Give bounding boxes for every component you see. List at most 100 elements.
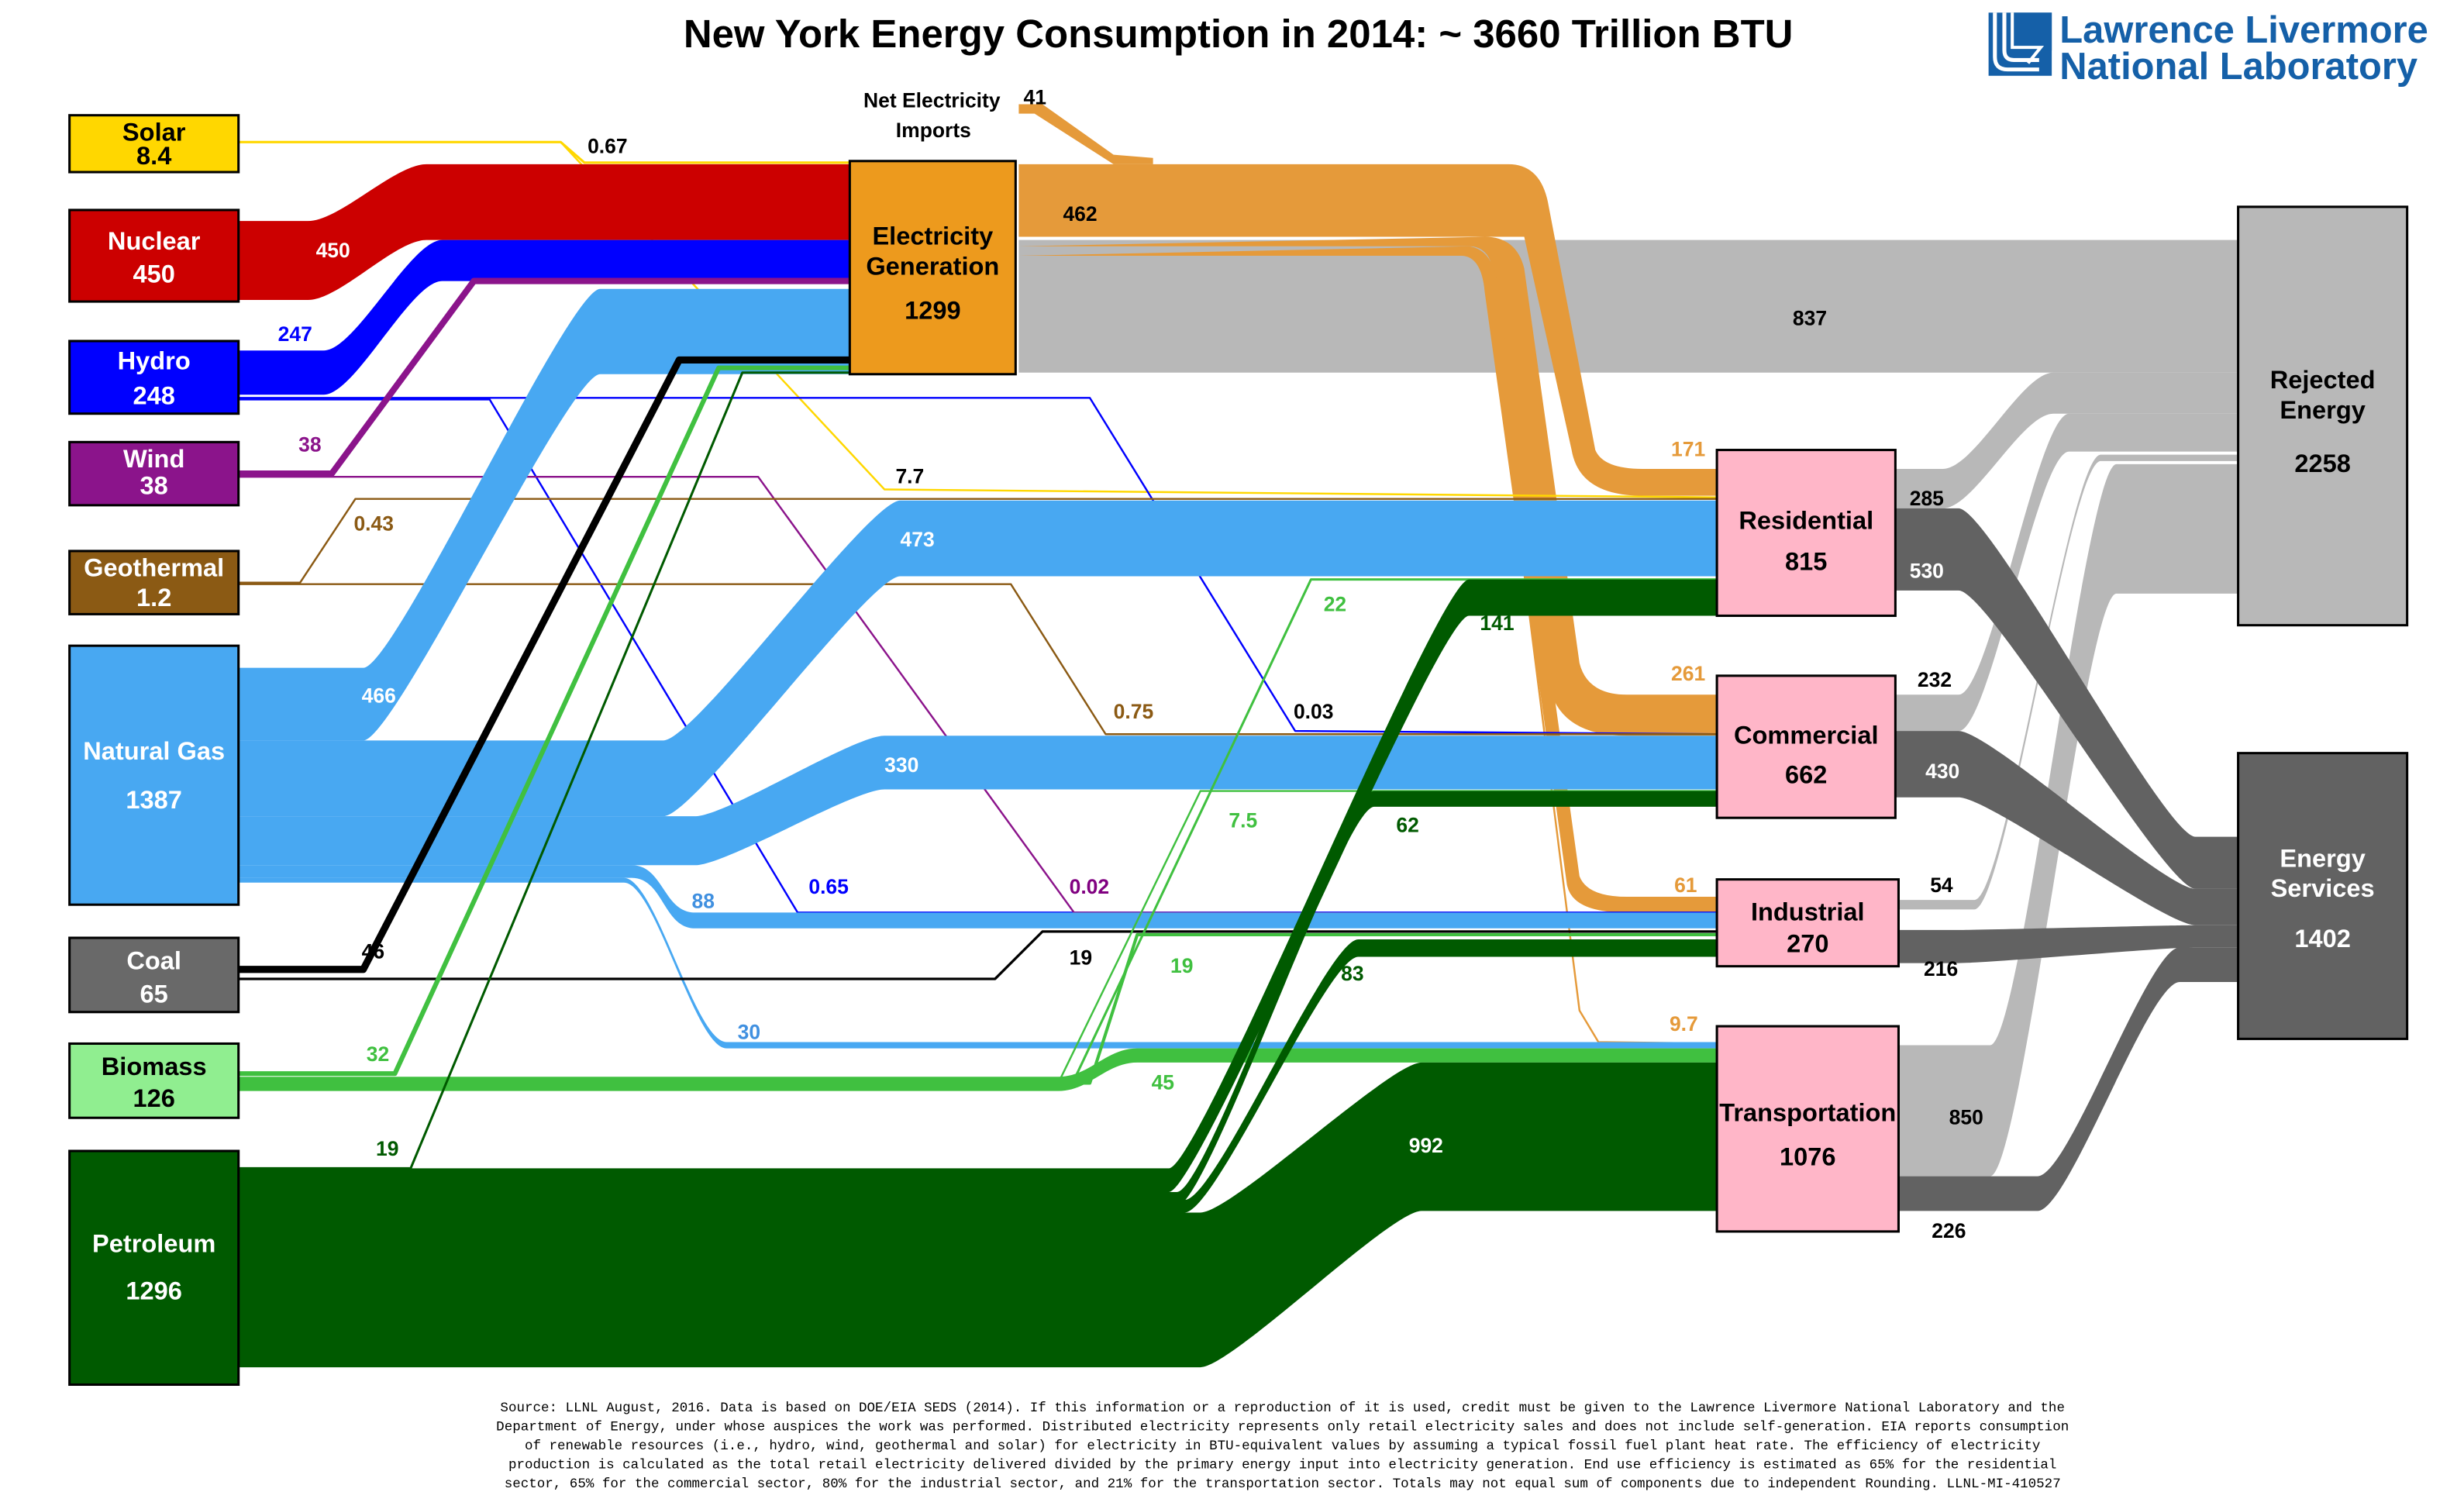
node-label: Nuclear <box>108 226 201 255</box>
node-value: 248 <box>133 381 175 409</box>
node-nuclear: Nuclear 450 <box>68 208 240 303</box>
flow-residential-to-rejected <box>1895 372 2240 508</box>
footnote-line-3: of renewable resources (i.e., hydro, win… <box>525 1439 2040 1454</box>
flow-biomass-to-transportation <box>238 1048 1718 1091</box>
flow-label-elec-gen-to-distributed: 462 <box>1063 202 1097 226</box>
node-box <box>1715 449 1897 617</box>
node-value: 38 <box>140 471 168 500</box>
flow-label-natural-gas-to-transportation: 30 <box>738 1020 760 1043</box>
flow-label-solar-to-elec-gen: 0.67 <box>588 135 628 158</box>
node-box <box>2237 752 2409 1040</box>
node-box <box>68 1149 240 1387</box>
flow-label-nuclear-to-elec-gen: 450 <box>316 239 350 262</box>
flow-coal-to-elec <box>238 356 850 973</box>
flow-label-coal-to-industrial: 19 <box>1070 946 1092 970</box>
node-box <box>68 339 240 415</box>
node-value: 1076 <box>1780 1142 1835 1170</box>
flow-label-residential-to-rejected: 285 <box>1910 487 1944 510</box>
node-label: Commercial <box>1734 720 1879 749</box>
node-biomass: Biomass 126 <box>68 1042 240 1119</box>
node-label: Energy <box>2280 843 2365 872</box>
node-petroleum: Petroleum 1296 <box>68 1149 240 1387</box>
logo-line1: Lawrence Livermore <box>2059 9 2428 51</box>
node-label: Geothermal <box>84 553 224 582</box>
node-label: Petroleum <box>92 1228 215 1257</box>
footnote-line-5: sector, 65% for the commercial sector, 8… <box>505 1476 2061 1492</box>
node-commercial: Commercial 662 <box>1715 674 1897 819</box>
node-box <box>2237 205 2409 627</box>
flow-label-petroleum-to-industrial: 83 <box>1341 962 1363 985</box>
flow-label-biomass-to-transportation: 45 <box>1152 1071 1174 1094</box>
node-label: Transportation <box>1719 1097 1896 1126</box>
node-label: Natural Gas <box>83 736 225 765</box>
flow-label-wind-to-elec-gen: 38 <box>298 433 321 457</box>
node-box <box>68 208 240 303</box>
node-residential: Residential 815 <box>1715 449 1897 617</box>
flow-commercial-to-services <box>1895 731 2240 925</box>
llnl-logo: Lawrence Livermore National Laboratory <box>1988 9 2428 88</box>
flow-transportation-to-rejected <box>1895 463 2240 1177</box>
flow-labels-layer: 0.67 7.7 450 247 0.03 0.65 38 0.02 0.43 0.75 466 47… <box>278 135 1983 1242</box>
flow-label-hydro-to-elec-gen: 247 <box>278 322 312 346</box>
node-box <box>1715 1025 1900 1233</box>
flow-natural-gas-to-elec <box>238 288 850 741</box>
flows-layer <box>238 104 2240 1368</box>
flow-label-commercial-to-services: 430 <box>1925 760 1959 783</box>
node-box <box>68 114 240 174</box>
node-value: 8.4 <box>136 141 171 170</box>
node-box <box>848 160 1017 376</box>
node-net-imports: Net Electricity Imports 41 <box>863 85 1046 142</box>
node-value: 1.2 <box>136 583 171 612</box>
node-box <box>68 440 240 507</box>
node-label: Residential <box>1739 505 1873 534</box>
flow-industrial-to-services <box>1895 925 2240 963</box>
flow-geothermal-to-commercial <box>238 583 1718 736</box>
flow-label-solar-to-residential: 7.7 <box>895 464 924 488</box>
flow-natural-gas-to-industrial <box>238 865 1718 929</box>
flow-label-elec-gen-to-rejected: 837 <box>1793 307 1827 330</box>
node-value: 270 <box>1787 929 1828 957</box>
footnote-line-4: production is calculated as the total re… <box>508 1457 2056 1473</box>
flow-label-coal-to-elec-gen: 46 <box>362 939 384 963</box>
flow-label-petroleum-to-commercial: 62 <box>1396 814 1418 837</box>
node-box <box>68 644 240 906</box>
flow-elec-to-rejected <box>1018 239 2240 373</box>
node-label: Industrial <box>1751 898 1865 926</box>
flow-label-biomass-to-residential: 22 <box>1324 592 1346 615</box>
node-value: 815 <box>1785 546 1827 575</box>
flow-label-biomass-to-elec-gen: 32 <box>367 1042 389 1066</box>
flow-biomass-to-elec <box>238 365 850 1077</box>
node-value: 662 <box>1785 760 1827 788</box>
flow-label-natural-gas-to-elec-gen: 466 <box>362 684 396 707</box>
flow-label-natural-gas-to-residential: 473 <box>901 528 935 551</box>
flow-residential-to-services <box>1895 508 2240 889</box>
flow-elec-to-residential <box>1018 164 1718 496</box>
node-value: 1299 <box>905 295 960 324</box>
node-label: Coal <box>126 946 181 975</box>
flow-commercial-to-rejected <box>1895 413 2240 732</box>
flow-natural-gas-to-residential <box>238 500 1718 817</box>
flow-label-natural-gas-to-industrial: 88 <box>692 889 715 912</box>
flow-solar-to-elec <box>238 140 850 164</box>
flow-label-petroleum-to-transportation: 992 <box>1409 1134 1443 1157</box>
flow-natural-gas-to-transportation <box>238 877 1718 1049</box>
node-label: Biomass <box>102 1052 207 1080</box>
flow-coal-to-industrial <box>238 930 1718 980</box>
node-hydro: Hydro 248 <box>68 339 240 415</box>
flow-geothermal-to-residential <box>238 498 1718 584</box>
flow-transportation-to-services <box>1895 947 2240 1211</box>
node-label: Wind <box>123 444 184 473</box>
node-box <box>1715 674 1897 819</box>
node-label: Generation <box>866 251 999 280</box>
node-value: 1402 <box>2294 924 2350 953</box>
flow-label-elec-gen-to-transportation: 9.7 <box>1670 1012 1698 1035</box>
node-box <box>68 1042 240 1119</box>
flow-natural-gas-to-commercial <box>238 736 1718 866</box>
